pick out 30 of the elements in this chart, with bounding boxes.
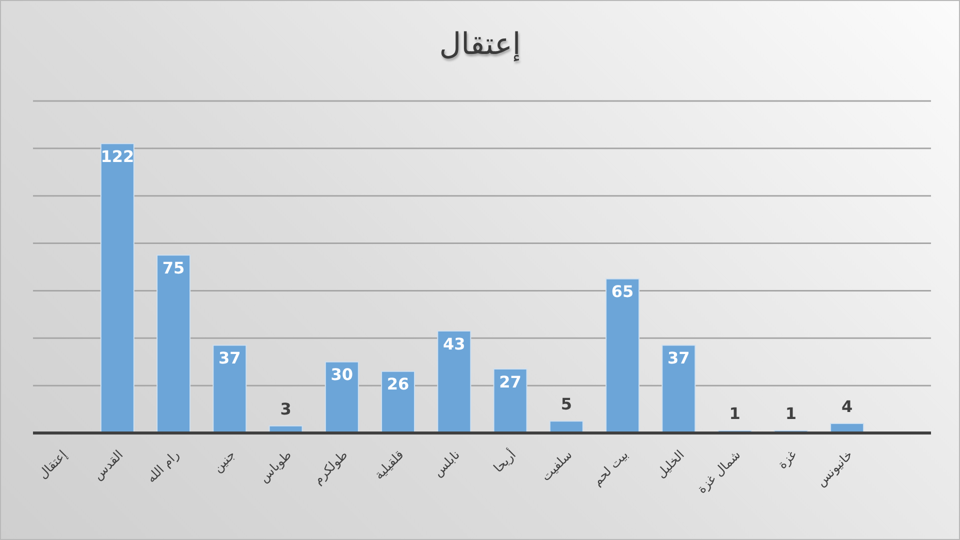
chart-title: إعتقال — [438, 26, 522, 64]
x-tick-label: طوباس — [256, 446, 295, 486]
x-tick-label: جنين — [210, 446, 239, 476]
data-label: 26 — [386, 374, 410, 394]
data-label: 43 — [443, 334, 466, 354]
data-label: 1 — [785, 404, 796, 424]
x-tick-label: غزة — [774, 446, 800, 472]
x-tick-label: بيت لحم — [589, 446, 631, 488]
x-tick-label: إعتقال — [35, 446, 70, 482]
data-label: 3 — [280, 399, 292, 418]
x-tick-label: أريحا — [490, 446, 520, 476]
data-label: 30 — [330, 365, 354, 384]
x-tick-label: رام الله — [143, 446, 183, 486]
data-label: 4 — [841, 396, 853, 416]
x-tick-label: نابلس — [430, 446, 464, 480]
data-label: 5 — [560, 394, 572, 414]
data-label: 65 — [611, 282, 634, 302]
x-tick-label: خانيونس — [813, 446, 856, 490]
x-tick-label: سلفيت — [538, 446, 575, 484]
x-tick-label: شمال غزة — [694, 446, 744, 497]
x-tick-label: قلقيلية — [371, 446, 406, 482]
data-label: 27 — [499, 372, 522, 392]
data-label: 1 — [729, 404, 740, 424]
x-tick-label: القدس — [90, 446, 126, 484]
data-label: 122 — [100, 147, 134, 166]
data-label: 75 — [162, 258, 185, 278]
x-tick-label: طولكرم — [310, 446, 351, 488]
data-label: 37 — [218, 348, 241, 368]
data-label: 37 — [668, 348, 690, 368]
x-tick-label: الخليل — [653, 446, 687, 481]
